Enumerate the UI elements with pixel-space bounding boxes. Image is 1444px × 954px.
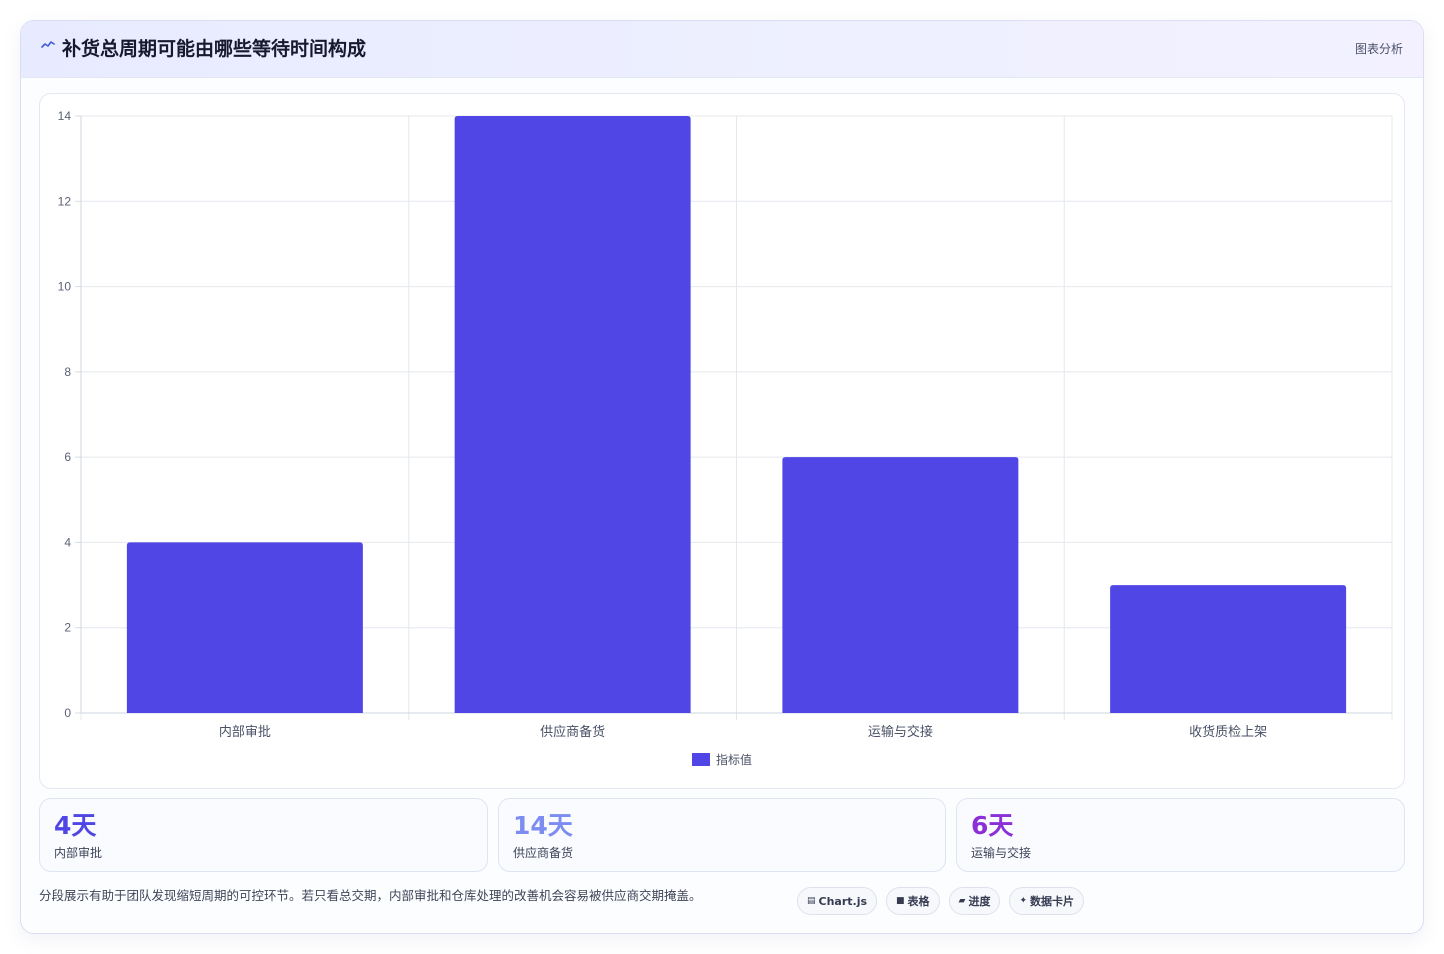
trend-line-icon bbox=[41, 38, 55, 58]
stat-value: 6天 bbox=[971, 811, 1014, 840]
y-tick-label: 0 bbox=[64, 706, 71, 720]
pill-chartjs[interactable]: ▤ Chart.js bbox=[797, 887, 878, 915]
y-tick-label: 6 bbox=[64, 450, 71, 464]
stat-value: 14天 bbox=[513, 811, 573, 840]
chart-panel: 0 2 4 6 8 10 12 14 内部审批 供应商备货 运输与交接 收货质检上架指标值 bbox=[39, 93, 1405, 789]
stat-card-3: 6天 运输与交接 bbox=[956, 798, 1405, 872]
bar bbox=[454, 116, 691, 713]
pill-label: 数据卡片 bbox=[1030, 895, 1075, 908]
bar bbox=[782, 457, 1019, 713]
y-tick-label: 2 bbox=[64, 621, 71, 635]
legend-swatch bbox=[692, 753, 710, 766]
x-tick-label: 收货质检上架 bbox=[1189, 724, 1267, 740]
footer-note: 分段展示有助于团队发现缩短周期的可控环节。若只看总交期，内部审批和仓库处理的改善… bbox=[39, 888, 702, 903]
stat-label: 运输与交接 bbox=[971, 846, 1032, 860]
pill-data-card[interactable]: ✦ 数据卡片 bbox=[1009, 887, 1085, 915]
chart-icon: ▤ bbox=[807, 896, 816, 906]
pill-table[interactable]: ■ 表格 bbox=[886, 887, 940, 915]
x-tick-label: 运输与交接 bbox=[868, 724, 933, 740]
sparkle-icon: ✦ bbox=[1019, 896, 1028, 906]
table-icon: ■ bbox=[896, 896, 905, 906]
y-tick-label: 10 bbox=[58, 280, 72, 294]
feature-pills: ▤ Chart.js ■ 表格 ▰ 进度 ✦ 数据卡片 bbox=[797, 887, 1085, 915]
y-tick-label: 14 bbox=[58, 109, 72, 123]
bar bbox=[126, 542, 363, 713]
card-header: 补货总周期可能由哪些等待时间构成 图表分析 bbox=[21, 21, 1423, 78]
stat-label: 供应商备货 bbox=[513, 846, 574, 860]
y-tick-label: 12 bbox=[58, 194, 72, 208]
page-title: 补货总周期可能由哪些等待时间构成 bbox=[62, 38, 367, 60]
stat-card-2: 14天 供应商备货 bbox=[498, 798, 946, 872]
pill-label: 进度 bbox=[968, 895, 991, 908]
stat-label: 内部审批 bbox=[54, 846, 103, 860]
y-tick-label: 4 bbox=[64, 535, 71, 549]
stat-card-1: 4天 内部审批 bbox=[39, 798, 488, 872]
chart-card: 补货总周期可能由哪些等待时间构成 图表分析 0 2 4 6 8 10 12 14 内部审批 供应商… bbox=[20, 20, 1424, 934]
chart-analysis-tag: 图表分析 bbox=[1354, 42, 1403, 56]
pill-progress[interactable]: ▰ 进度 bbox=[948, 887, 1001, 915]
bar bbox=[1110, 585, 1347, 713]
y-tick-label: 8 bbox=[64, 365, 71, 379]
stat-value: 4天 bbox=[54, 811, 97, 840]
legend-label: 指标值 bbox=[716, 752, 752, 767]
pill-label: Chart.js bbox=[818, 894, 868, 908]
pill-label: 表格 bbox=[907, 895, 930, 908]
progress-icon: ▰ bbox=[958, 896, 966, 906]
x-tick-label: 供应商备货 bbox=[540, 724, 605, 740]
x-tick-label: 内部审批 bbox=[219, 724, 271, 740]
